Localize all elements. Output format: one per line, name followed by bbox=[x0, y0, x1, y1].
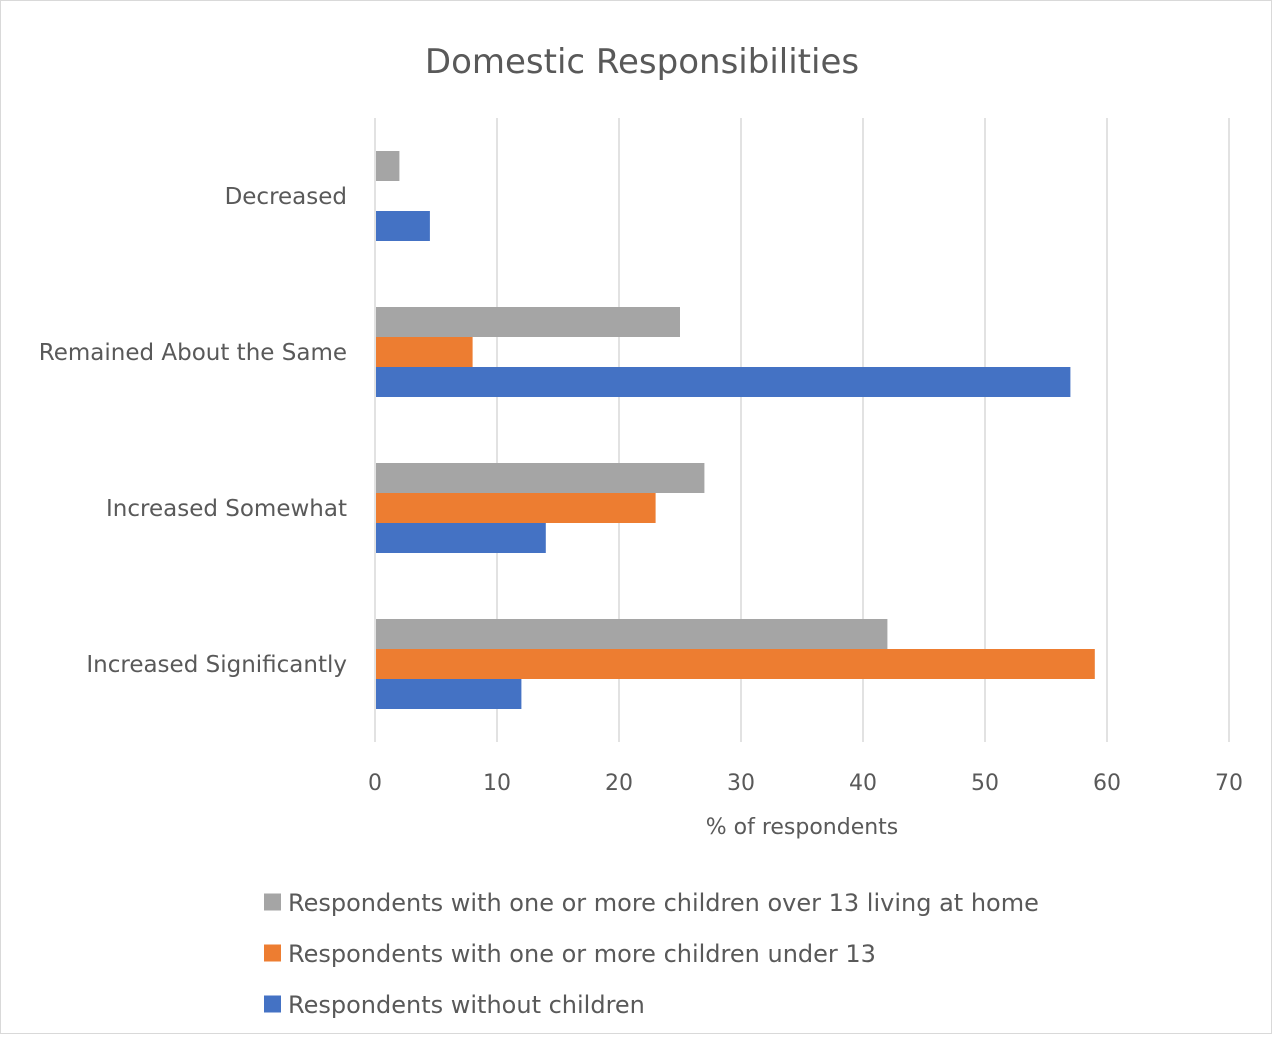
x-tick-label: 70 bbox=[1215, 771, 1243, 796]
legend-label: Respondents without children bbox=[288, 991, 645, 1019]
x-tick-label: 50 bbox=[971, 771, 999, 796]
category-label: Remained About the Same bbox=[39, 340, 347, 366]
category-label: Increased Somewhat bbox=[106, 496, 347, 522]
bar bbox=[376, 367, 1071, 397]
category-label: Decreased bbox=[225, 184, 347, 210]
bar bbox=[376, 523, 546, 553]
x-tick-label: 0 bbox=[368, 771, 382, 796]
legend-swatch bbox=[264, 995, 281, 1013]
x-tick-label: 10 bbox=[483, 771, 511, 796]
value-axis-ticks: 0 10 20 30 40 50 60 70 bbox=[368, 771, 1243, 796]
bar bbox=[376, 619, 888, 649]
category-label: Increased Significantly bbox=[86, 652, 347, 678]
legend-swatch bbox=[264, 893, 281, 911]
legend: Respondents with one or more children ov… bbox=[264, 889, 1039, 1019]
legend-label: Respondents with one or more children ov… bbox=[288, 889, 1039, 917]
bar bbox=[376, 463, 705, 493]
bars bbox=[376, 151, 1095, 709]
bar bbox=[376, 151, 400, 181]
bar bbox=[376, 307, 680, 337]
chart-title: Domestic Responsibilities bbox=[425, 42, 859, 82]
legend-label: Respondents with one or more children un… bbox=[288, 940, 876, 968]
x-tick-label: 40 bbox=[849, 771, 877, 796]
bar bbox=[376, 211, 430, 241]
bar bbox=[376, 649, 1095, 679]
legend-swatch bbox=[264, 944, 281, 962]
x-tick-label: 30 bbox=[727, 771, 755, 796]
bar bbox=[376, 493, 656, 523]
gridlines bbox=[496, 118, 1230, 742]
x-tick-label: 20 bbox=[605, 771, 633, 796]
category-labels: Decreased Remained About the Same Increase… bbox=[39, 184, 347, 678]
x-tick-label: 60 bbox=[1093, 771, 1121, 796]
bar bbox=[376, 679, 522, 709]
x-axis-title: % of respondents bbox=[706, 815, 899, 840]
bar bbox=[376, 337, 473, 367]
